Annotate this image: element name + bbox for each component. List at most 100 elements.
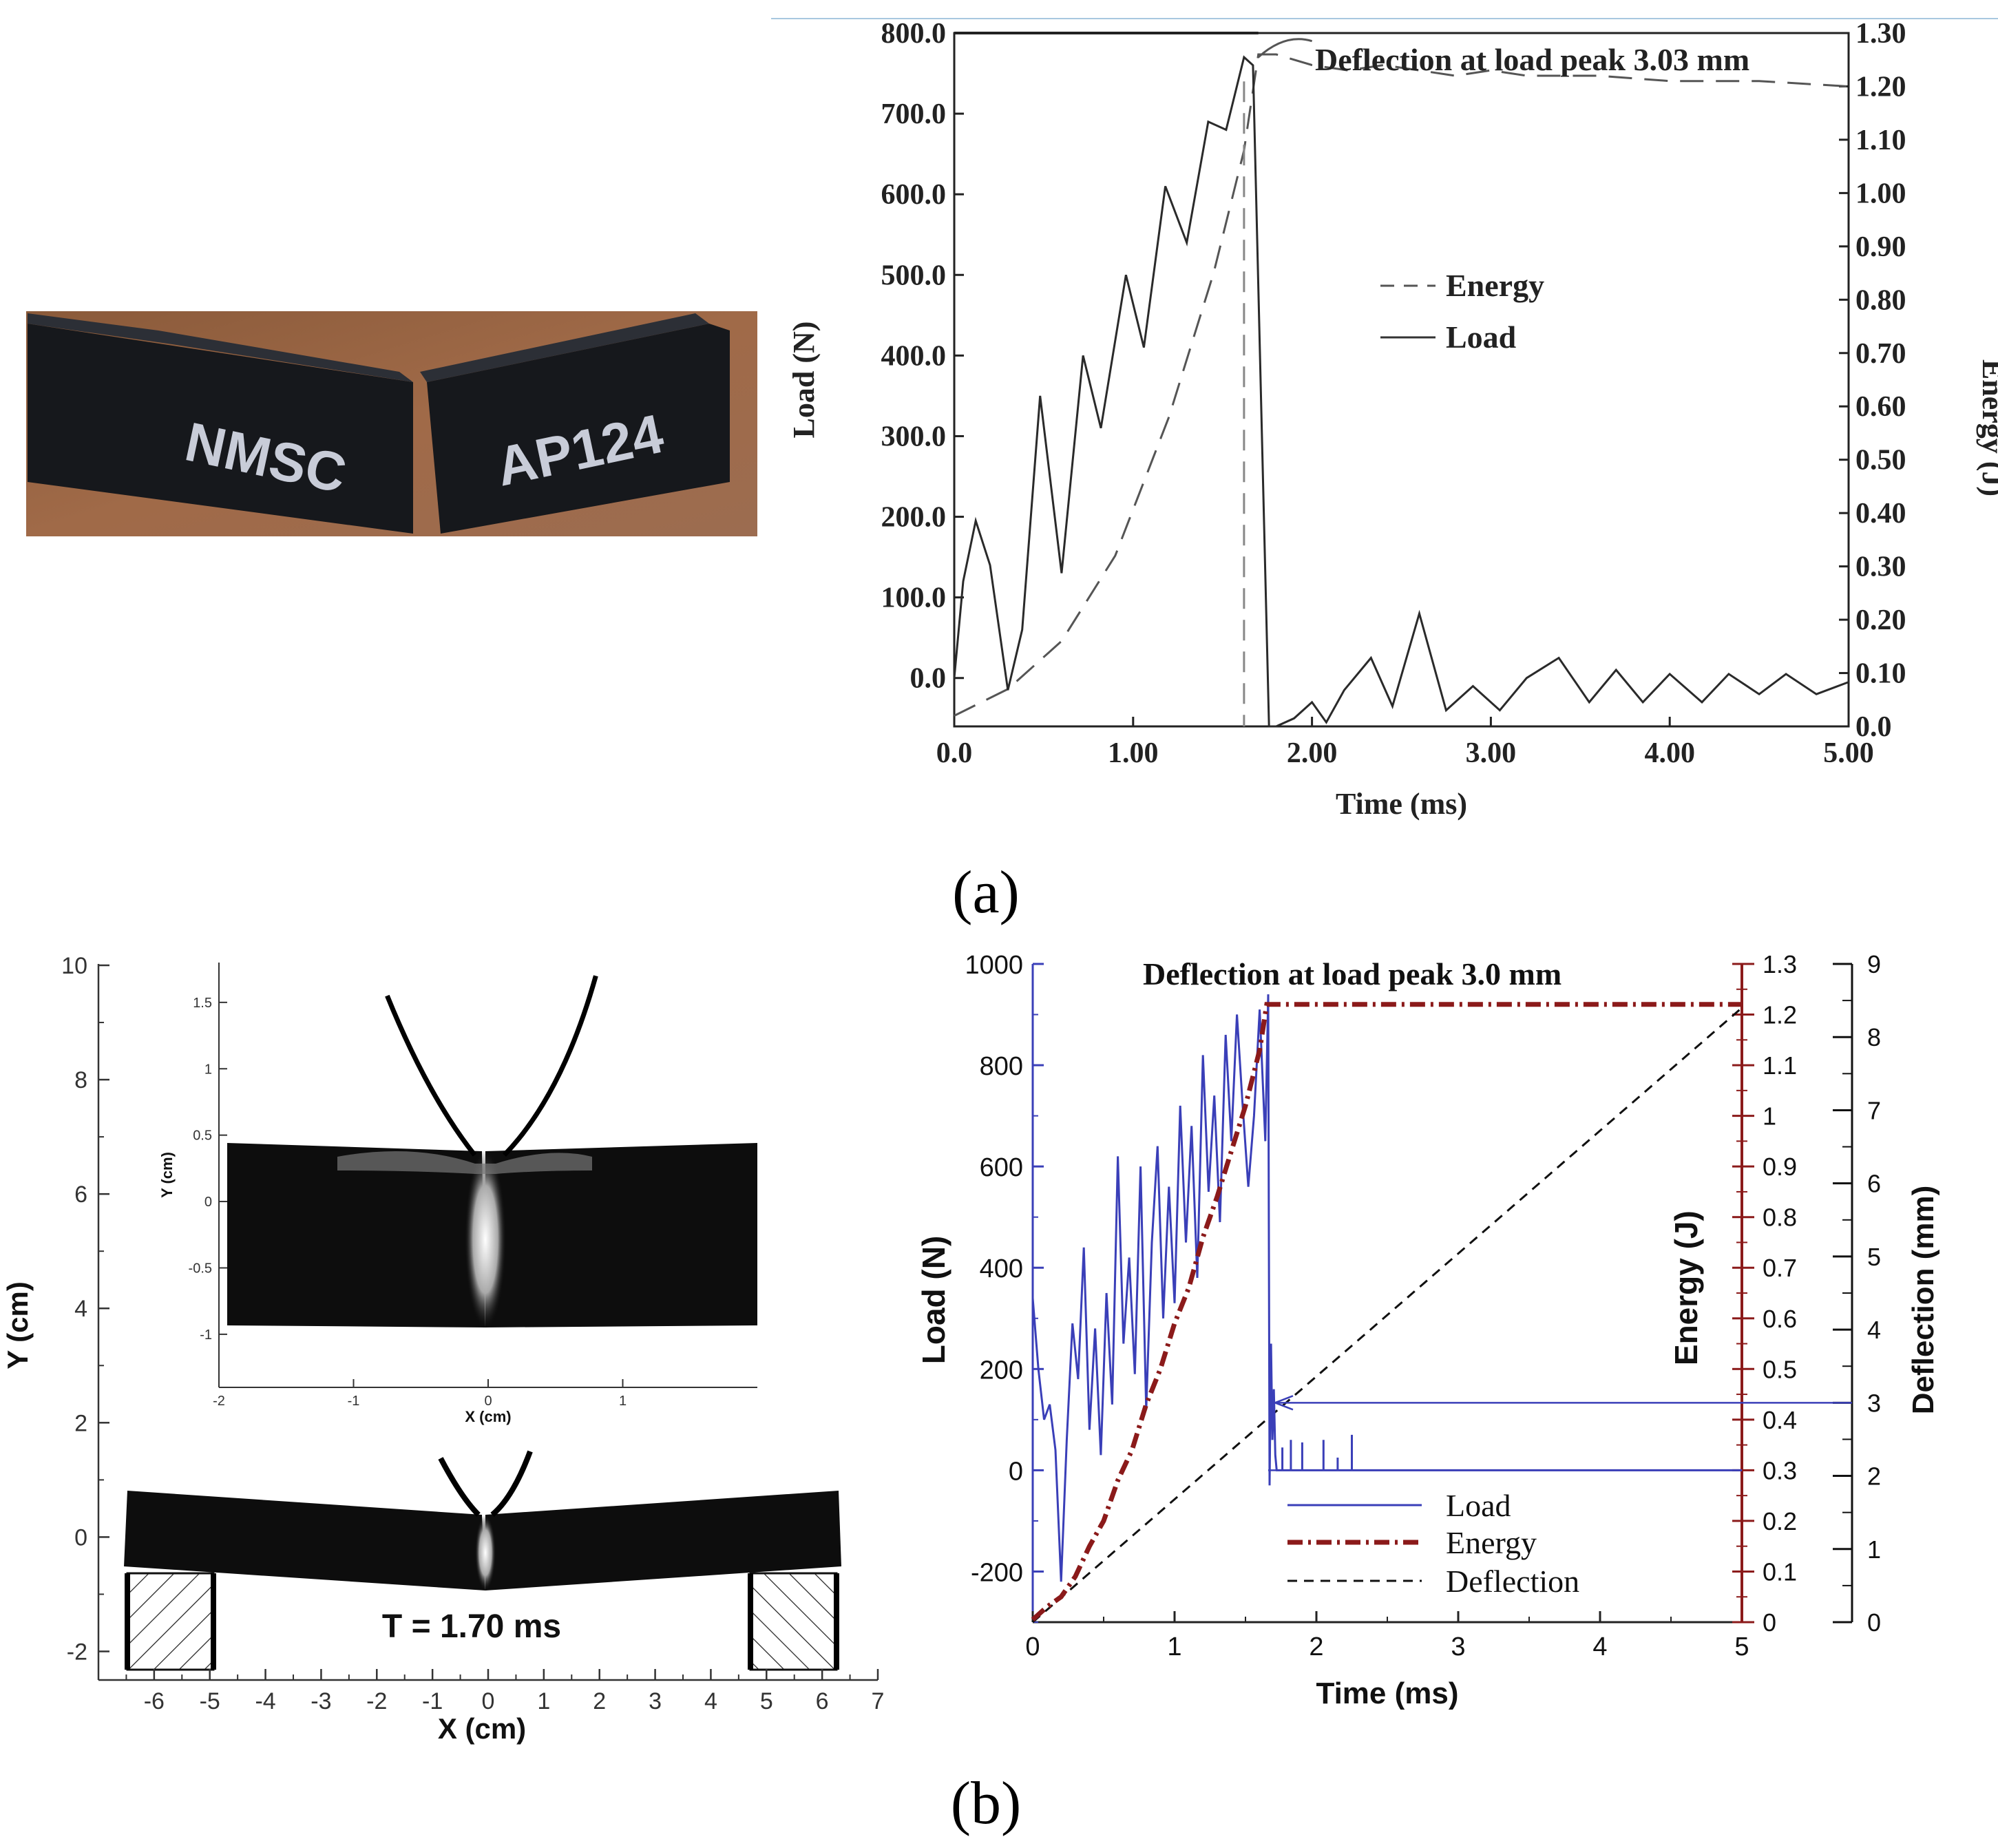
legend-label-load: Load bbox=[1446, 319, 1517, 355]
energy-axis-tick-label: 1.2 bbox=[1763, 1001, 1797, 1029]
load-axis-tick-label: 0 bbox=[1009, 1457, 1023, 1486]
mesh-y-tick-label: 6 bbox=[74, 1182, 87, 1208]
mesh-y-tick-label: -2 bbox=[67, 1639, 87, 1665]
energy-axis-tick-label: 0.8 bbox=[1763, 1204, 1797, 1232]
mesh-y-tick-label: 2 bbox=[74, 1410, 87, 1436]
panel-label-b: (b) bbox=[951, 1770, 1022, 1837]
annotation-text: Deflection at load peak 3.0 mm bbox=[1143, 956, 1561, 991]
energy-axis-tick-label: 1.3 bbox=[1763, 950, 1797, 978]
mesh-x-tick-label: -2 bbox=[366, 1688, 387, 1714]
inset-y-tick-label: -1 bbox=[200, 1327, 212, 1343]
series-deflection bbox=[1032, 1007, 1743, 1624]
series-energy bbox=[954, 53, 1849, 717]
y2-tick-label: 0.30 bbox=[1855, 552, 1906, 583]
beam-left bbox=[28, 324, 413, 534]
load-axis-tick-label: 400 bbox=[980, 1254, 1023, 1283]
energy-axis-tick-label: 0.7 bbox=[1763, 1254, 1797, 1282]
indenter-right bbox=[490, 1450, 533, 1518]
y2-tick-label: 0.60 bbox=[1855, 391, 1906, 423]
inset-x-tick-label: -1 bbox=[348, 1394, 360, 1409]
mesh-time-annotation: T = 1.70 ms bbox=[382, 1608, 561, 1645]
y2-axis-label: Energy (J) bbox=[1976, 359, 1998, 496]
time-axis-tick-label: 5 bbox=[1734, 1632, 1749, 1661]
deflection-axis-tick-label: 0 bbox=[1867, 1608, 1881, 1637]
y-tick-label: 100.0 bbox=[881, 582, 947, 614]
mesh-x-tick-label: 6 bbox=[816, 1688, 829, 1714]
deflection-axis-tick-label: 1 bbox=[1867, 1535, 1881, 1564]
energy-axis-tick-label: 0.3 bbox=[1763, 1456, 1797, 1484]
energy-axis-tick-label: 0.9 bbox=[1763, 1153, 1797, 1181]
load-axis-tick-label: 200 bbox=[980, 1356, 1023, 1385]
inset-y-tick-label: -0.5 bbox=[189, 1261, 212, 1276]
x-tick-label: 3.00 bbox=[1466, 737, 1517, 769]
mesh-y-axis-label: Y (cm) bbox=[1, 1281, 34, 1369]
inset-x-tick-label: 1 bbox=[619, 1394, 627, 1409]
mesh-x-tick-label: -4 bbox=[255, 1688, 275, 1714]
x-tick-label: 5.00 bbox=[1823, 737, 1874, 769]
time-axis-tick-label: 3 bbox=[1451, 1632, 1465, 1661]
energy-axis-tick-label: 0.4 bbox=[1763, 1406, 1797, 1434]
inset-y-tick-label: 1.5 bbox=[193, 996, 212, 1011]
mesh-x-tick-label: -3 bbox=[311, 1688, 331, 1714]
energy-axis-tick-label: 0.2 bbox=[1763, 1507, 1797, 1535]
deflection-axis-tick-label: 7 bbox=[1867, 1096, 1881, 1124]
time-axis-tick-label: 0 bbox=[1025, 1632, 1040, 1661]
annotation-text: Deflection at load peak 3.03 mm bbox=[1315, 42, 1749, 77]
y2-tick-label: 0.50 bbox=[1855, 445, 1906, 476]
y2-tick-label: 1.00 bbox=[1855, 178, 1906, 209]
load-axis-tick-label: 600 bbox=[980, 1153, 1023, 1182]
y-axis-label: Load (N) bbox=[787, 322, 821, 439]
inset-beam bbox=[227, 1143, 757, 1329]
y2-tick-label: 0.40 bbox=[1855, 498, 1906, 529]
time-axis-tick-label: 2 bbox=[1309, 1632, 1323, 1661]
y-tick-label: 0.0 bbox=[910, 663, 947, 695]
y-tick-label: 300.0 bbox=[881, 421, 947, 452]
x-axis-label: Time (ms) bbox=[1336, 787, 1467, 821]
y2-tick-label: 0.0 bbox=[1855, 711, 1892, 743]
x-tick-label: 1.00 bbox=[1108, 737, 1159, 769]
y2-tick-label: 0.80 bbox=[1855, 284, 1906, 316]
inset-y-tick-label: 1 bbox=[204, 1062, 212, 1077]
time-axis-tick-label: 1 bbox=[1167, 1632, 1181, 1661]
deflection-axis-tick-label: 4 bbox=[1867, 1316, 1881, 1344]
mesh-y-tick-label: 0 bbox=[74, 1524, 87, 1551]
energy-axis-tick-label: 0.6 bbox=[1763, 1305, 1797, 1333]
support-left bbox=[126, 1572, 215, 1671]
mesh-x-axis-label: X (cm) bbox=[438, 1712, 526, 1745]
mesh-y-tick-label: 8 bbox=[74, 1067, 87, 1093]
inset-indenter-left bbox=[385, 994, 477, 1157]
y-tick-label: 400.0 bbox=[881, 340, 947, 372]
y-tick-label: 800.0 bbox=[881, 18, 947, 50]
deflection-axis-tick-label: 9 bbox=[1867, 950, 1881, 978]
panel-label-a: (a) bbox=[952, 859, 1020, 926]
mesh-x-tick-label: 0 bbox=[482, 1688, 495, 1714]
top-rule bbox=[771, 18, 1998, 19]
x-tick-label: 4.00 bbox=[1644, 737, 1695, 769]
time-axis-label: Time (ms) bbox=[1316, 1677, 1458, 1710]
energy-axis-tick-label: 1 bbox=[1763, 1102, 1776, 1131]
legend-label-load: Load bbox=[1446, 1488, 1511, 1523]
energy-axis-tick-label: 0 bbox=[1763, 1608, 1776, 1637]
y2-tick-label: 0.10 bbox=[1855, 658, 1906, 690]
mesh-x-tick-label: 5 bbox=[760, 1688, 773, 1714]
y2-tick-label: 1.30 bbox=[1855, 18, 1906, 50]
mesh-x-tick-label: 1 bbox=[537, 1688, 550, 1714]
load-axis-tick-label: 1000 bbox=[965, 951, 1023, 980]
indenter-left bbox=[438, 1457, 481, 1517]
inset-y-tick-label: 0 bbox=[204, 1195, 212, 1210]
mesh-x-tick-label: 2 bbox=[593, 1688, 606, 1714]
legend-label-energy: Energy bbox=[1446, 268, 1544, 303]
y-tick-label: 200.0 bbox=[881, 502, 947, 534]
legend-label-energy: Energy bbox=[1446, 1525, 1537, 1560]
energy-axis-tick-label: 1.1 bbox=[1763, 1051, 1797, 1080]
y-tick-label: 500.0 bbox=[881, 260, 947, 291]
load-axis-label: Load (N) bbox=[916, 1236, 951, 1365]
mesh-y-tick-label: 4 bbox=[74, 1296, 87, 1322]
energy-axis-tick-label: 0.5 bbox=[1763, 1355, 1797, 1383]
deflection-axis-tick-label: 2 bbox=[1867, 1462, 1881, 1491]
time-axis-tick-label: 4 bbox=[1592, 1632, 1607, 1661]
load-axis-tick-label: 800 bbox=[980, 1052, 1023, 1081]
mesh-x-tick-label: -1 bbox=[422, 1688, 443, 1714]
